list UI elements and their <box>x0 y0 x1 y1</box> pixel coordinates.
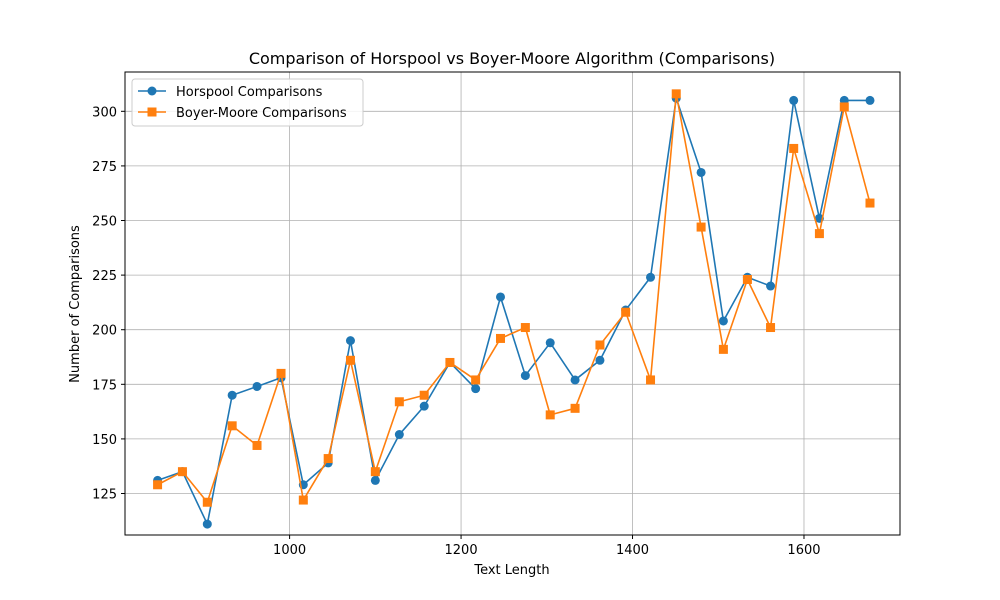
x-tick-label: 1400 <box>616 543 649 558</box>
data-point <box>742 274 752 284</box>
grid <box>125 72 900 535</box>
data-point <box>766 323 776 333</box>
y-tick-label: 200 <box>92 324 117 339</box>
series-layer <box>153 89 875 529</box>
series-2 <box>153 89 875 507</box>
ticks: 1000 1200 1400 1600 125 150 175 200 225 250 275 300 <box>92 105 820 558</box>
data-point <box>153 480 163 490</box>
data-point <box>445 357 455 367</box>
y-tick-label: 125 <box>92 488 117 503</box>
data-point <box>177 467 187 477</box>
data-point <box>202 497 212 507</box>
data-point <box>202 519 212 529</box>
data-point <box>839 102 849 112</box>
data-point <box>471 384 481 394</box>
data-point <box>545 410 555 420</box>
data-point <box>865 198 875 208</box>
data-point <box>370 475 380 485</box>
data-point <box>671 89 681 99</box>
data-point <box>766 281 776 291</box>
data-point <box>276 368 286 378</box>
y-tick-label: 275 <box>92 160 117 175</box>
data-point <box>595 355 605 365</box>
legend: Horspool Comparisons Boyer-Moore Comparis… <box>131 78 364 127</box>
data-point <box>570 403 580 413</box>
data-point <box>621 307 631 317</box>
y-axis-label: Number of Comparisons <box>68 225 83 383</box>
data-point <box>495 333 505 343</box>
x-tick-label: 1000 <box>273 543 306 558</box>
data-point <box>252 440 262 450</box>
data-point <box>419 401 429 411</box>
x-tick-label: 1600 <box>787 543 820 558</box>
data-point <box>520 323 530 333</box>
data-point <box>696 222 706 232</box>
data-point <box>520 371 530 381</box>
plot-frame <box>124 71 901 536</box>
data-point <box>595 340 605 350</box>
legend-label: Horspool Comparisons <box>176 85 323 100</box>
x-axis-label: Text Length <box>473 563 549 578</box>
y-tick-label: 250 <box>92 215 117 230</box>
data-point <box>394 397 404 407</box>
data-point <box>789 143 799 153</box>
data-point <box>370 467 380 477</box>
data-point <box>865 95 875 105</box>
legend-swatch-marker <box>147 86 157 96</box>
data-point <box>814 229 824 239</box>
data-point <box>323 454 333 464</box>
data-point <box>570 375 580 385</box>
legend-label: Boyer-Moore Comparisons <box>176 106 347 121</box>
data-point <box>545 338 555 348</box>
data-point <box>252 381 262 391</box>
data-point <box>345 336 355 346</box>
data-point <box>471 375 481 385</box>
data-point <box>718 316 728 326</box>
y-tick-label: 150 <box>92 433 117 448</box>
data-point <box>646 375 656 385</box>
data-point <box>718 344 728 354</box>
data-point <box>696 167 706 177</box>
legend-box <box>131 78 364 127</box>
data-point <box>345 355 355 365</box>
data-point <box>227 421 237 431</box>
data-point <box>495 292 505 302</box>
data-point <box>646 272 656 282</box>
y-tick-label: 300 <box>92 105 117 120</box>
y-tick-label: 175 <box>92 378 117 393</box>
data-point <box>419 390 429 400</box>
chart-title: Comparison of Horspool vs Boyer-Moore Al… <box>249 49 775 68</box>
data-point <box>789 95 799 105</box>
x-tick-label: 1200 <box>445 543 478 558</box>
data-point <box>227 390 237 400</box>
data-point <box>394 430 404 440</box>
series-line <box>157 93 871 504</box>
data-point <box>298 495 308 505</box>
y-tick-label: 225 <box>92 269 117 284</box>
legend-swatch-marker <box>147 107 157 117</box>
